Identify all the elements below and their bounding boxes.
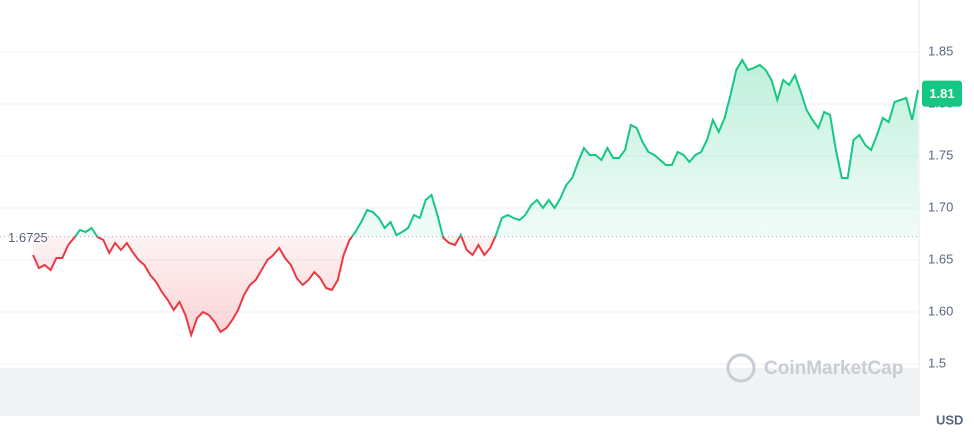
watermark: CoinMarketCap (726, 353, 903, 383)
y-tick-label: 1.65 (928, 251, 953, 266)
volume-area (0, 368, 918, 416)
price-line (32, 58, 919, 339)
price-badge (922, 80, 962, 107)
currency-label: USD (936, 412, 963, 427)
price-badge-label: 1.81 (929, 86, 954, 101)
y-tick-label: 1.75 (928, 147, 953, 162)
watermark-text: CoinMarketCap (764, 358, 903, 379)
y-tick-label: 1.70 (928, 199, 953, 214)
watermark-logo (726, 353, 756, 383)
y-tick-label: 1.5 (928, 355, 946, 370)
y-tick-label: 1.85 (928, 43, 953, 58)
price-area (33, 60, 918, 335)
y-tick-label: 1.60 (928, 303, 953, 318)
baseline-label: 1.6725 (8, 230, 48, 245)
